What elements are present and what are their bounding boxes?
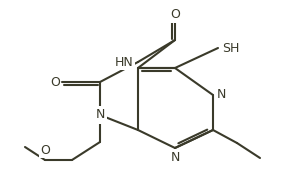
Text: SH: SH	[222, 42, 239, 54]
Text: O: O	[170, 9, 180, 22]
Text: O: O	[50, 75, 60, 88]
Text: HN: HN	[115, 56, 134, 68]
Text: O: O	[40, 144, 50, 157]
Text: N: N	[170, 151, 180, 164]
Text: N: N	[95, 108, 105, 122]
Text: N: N	[217, 88, 227, 101]
